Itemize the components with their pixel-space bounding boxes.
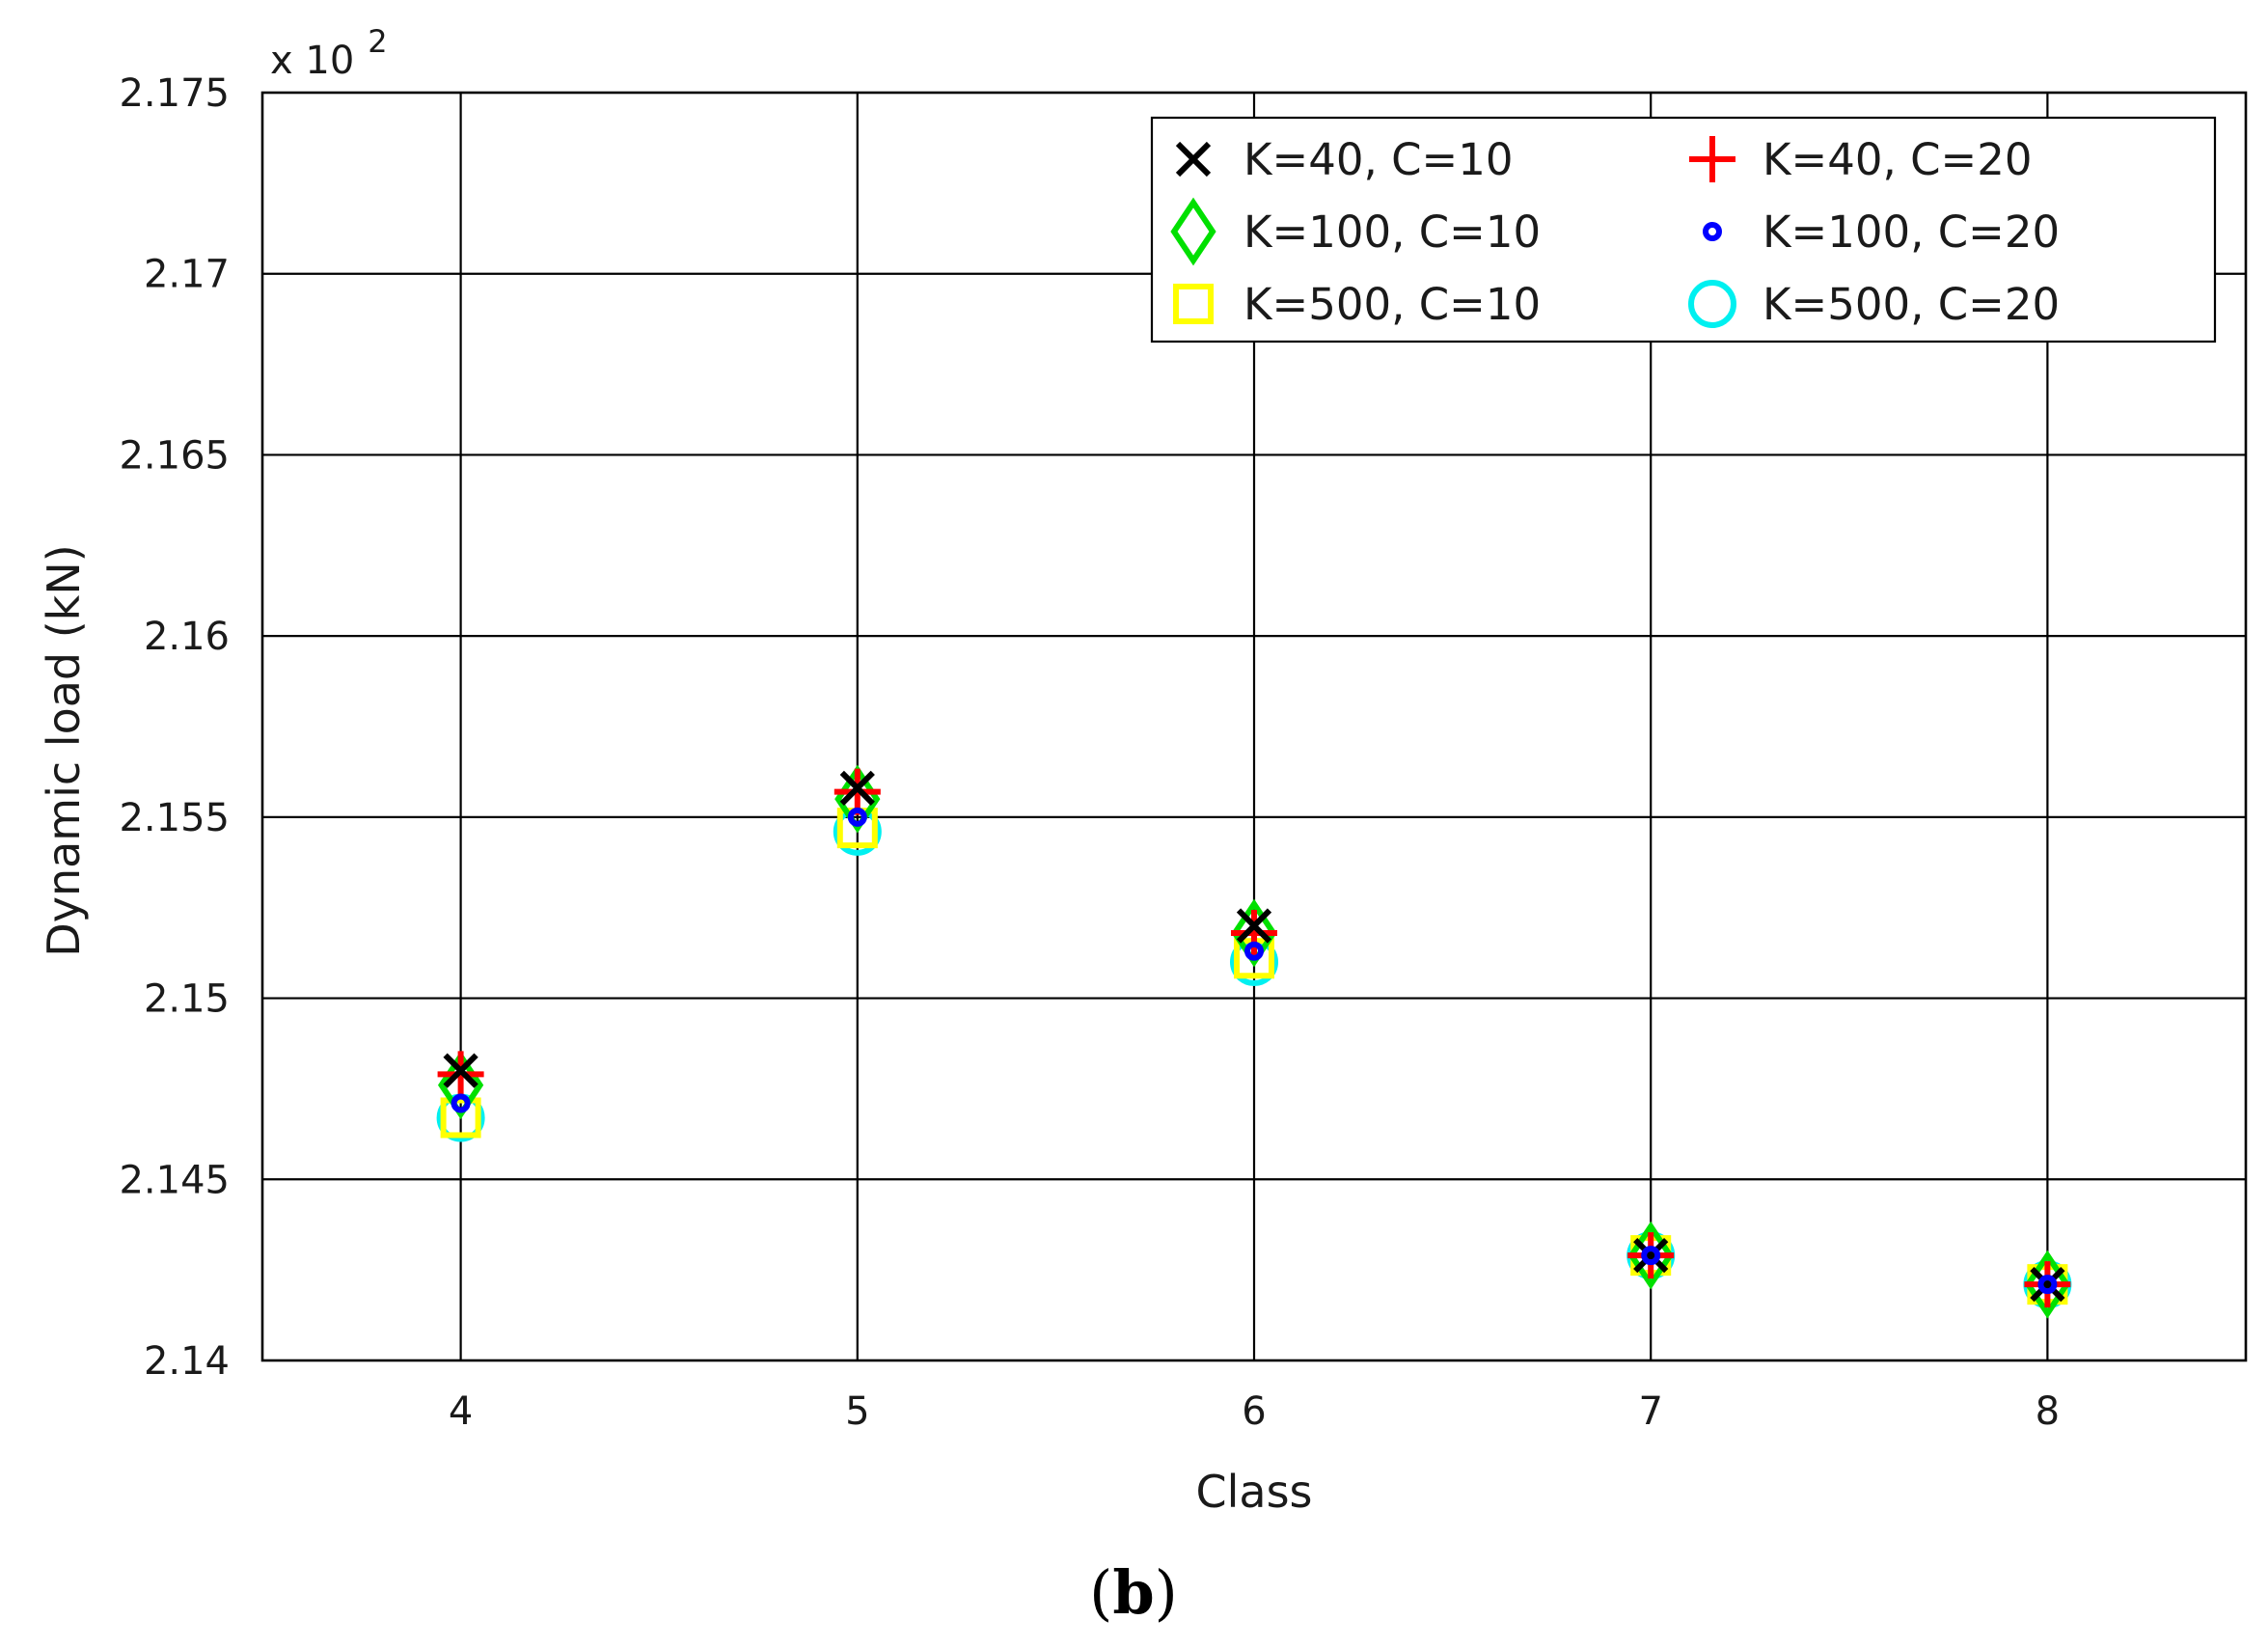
dot-marker-shape — [1641, 1246, 1661, 1266]
data-point — [1236, 908, 1272, 944]
y-tick-label: 2.175 — [119, 71, 230, 116]
dot-marker-shape — [1703, 222, 1722, 241]
plus-marker-shape — [1231, 909, 1277, 956]
data-point — [1244, 941, 1264, 961]
y-tick-label: 2.14 — [144, 1339, 230, 1384]
data-points — [436, 764, 2072, 1319]
data-point — [2030, 1267, 2065, 1303]
legend-entry-label: K=100, C=10 — [1243, 206, 1541, 258]
x-marker-shape — [1236, 908, 1272, 944]
legend-marker — [1173, 284, 1214, 324]
legend-marker — [1170, 197, 1216, 266]
data-point — [839, 770, 875, 806]
legend-entry-label: K=40, C=10 — [1243, 134, 1513, 185]
data-point — [451, 1093, 471, 1113]
legend-entry-label: K=500, C=10 — [1243, 279, 1541, 330]
y-tick-label: 2.165 — [119, 433, 230, 478]
legend-marker — [1689, 136, 1735, 182]
data-point — [1641, 1246, 1661, 1266]
x-tick-label: 8 — [2036, 1389, 2060, 1434]
y-tick-label: 2.17 — [144, 253, 230, 297]
tick-labels: 4 5 6 7 8 2.14 2.145 2.15 2.155 2.16 2.165 2.17 2.17… — [119, 71, 2060, 1434]
x-tick-label: 4 — [449, 1389, 473, 1434]
x-marker-shape — [1633, 1238, 1669, 1274]
legend-marker — [1175, 141, 1212, 178]
legend-entry-label: K=40, C=20 — [1762, 134, 2032, 185]
plus-marker-shape — [1689, 136, 1735, 182]
dot-marker-shape — [451, 1093, 471, 1113]
x-axis-label: Class — [1195, 1466, 1312, 1518]
y-tick-label: 2.145 — [119, 1158, 230, 1202]
x-tick-label: 6 — [1242, 1389, 1266, 1434]
dot-marker-shape — [847, 807, 867, 827]
y-tick-label: 2.155 — [119, 796, 230, 840]
diamond-marker-shape — [1170, 197, 1216, 266]
data-point — [443, 1053, 478, 1088]
data-point — [440, 1097, 481, 1139]
x-tick-label: 7 — [1638, 1389, 1662, 1434]
x-tick-label: 5 — [845, 1389, 869, 1434]
legend-entry-label: K=100, C=20 — [1762, 206, 2060, 258]
dot-marker-shape — [1244, 941, 1264, 961]
legend-marker — [1688, 280, 1736, 328]
data-point — [1633, 1238, 1669, 1274]
square-marker-shape — [1173, 284, 1214, 324]
y-axis-multiplier: x 10 2 — [270, 23, 388, 83]
legend: K=40, C=10 K=100, C=10 K=500, C=10 K=40, C=… — [1150, 116, 2217, 343]
data-point — [847, 807, 867, 827]
data-point — [2037, 1275, 2058, 1295]
data-point — [1231, 909, 1277, 956]
y-tick-label: 2.15 — [144, 977, 230, 1022]
plot-frame — [260, 91, 2248, 1362]
x-marker-shape — [839, 770, 875, 806]
legend-marker — [1703, 222, 1722, 241]
panel-label: (b) — [1089, 1557, 1178, 1628]
legend-entry-label: K=500, C=20 — [1762, 279, 2060, 330]
x-marker-shape — [2030, 1267, 2065, 1303]
legend-box — [1150, 116, 2217, 343]
y-axis-label: Dynamic load (kN) — [38, 544, 90, 956]
square-marker-shape — [440, 1097, 481, 1139]
dot-marker-shape — [2037, 1275, 2058, 1295]
x-marker-shape — [443, 1053, 478, 1088]
diamond-marker-shape — [1231, 898, 1277, 968]
y-tick-label: 2.16 — [144, 615, 230, 659]
data-point — [1231, 898, 1277, 968]
circle-marker-shape — [1688, 280, 1736, 328]
x-marker-shape — [1175, 141, 1212, 178]
